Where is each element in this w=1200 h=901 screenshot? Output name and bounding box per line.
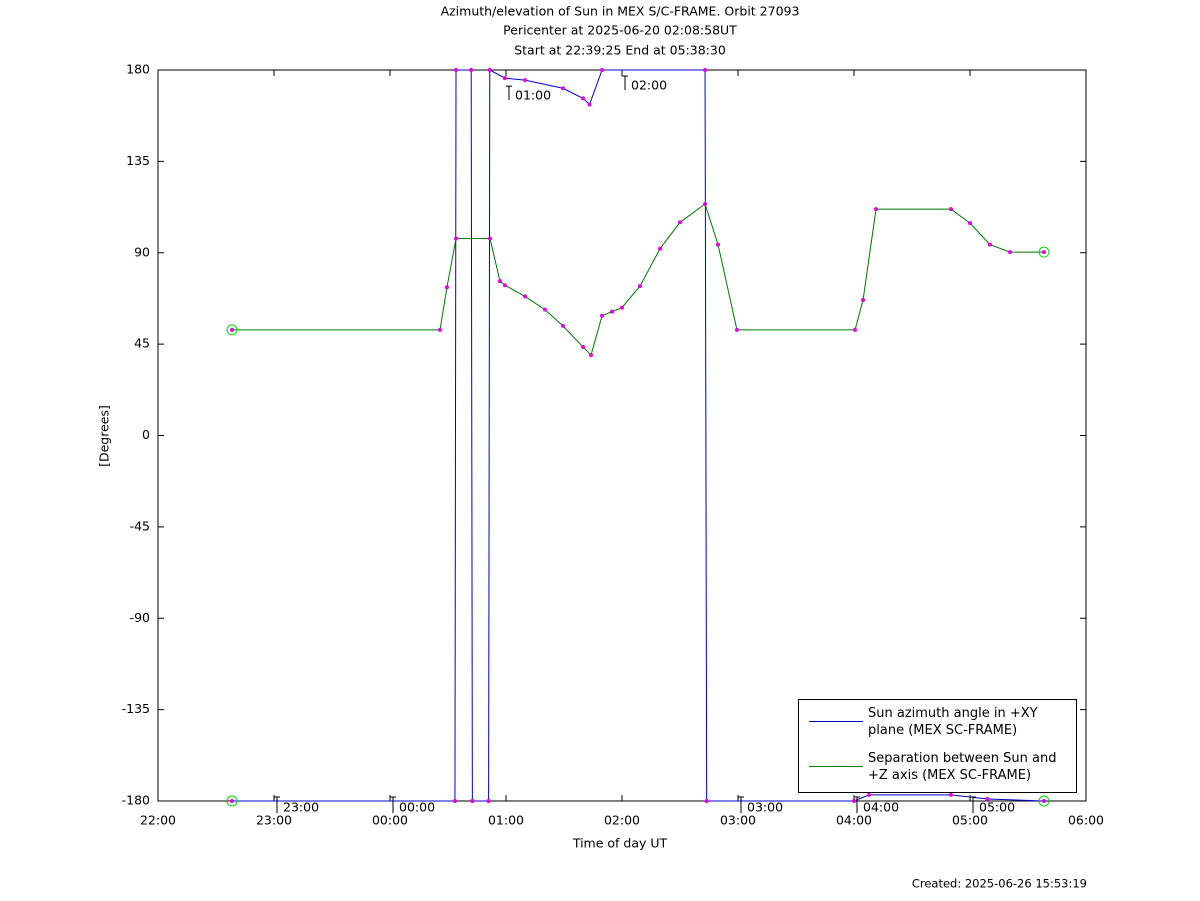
legend-swatch (809, 721, 863, 722)
legend: Sun azimuth angle in +XY plane (MEX SC-F… (798, 699, 1077, 793)
x-tick-label: 02:00 (604, 813, 640, 828)
x-tick-label: 04:00 (836, 813, 872, 828)
point-marker (620, 305, 624, 310)
point-marker (704, 799, 709, 803)
y-tick-label: 90 (134, 244, 150, 259)
point-marker (867, 792, 872, 797)
point-marker (542, 307, 547, 312)
point-marker (985, 796, 990, 801)
y-tick-label: 0 (142, 427, 150, 442)
point-marker (469, 68, 474, 72)
x-tick-label: 05:00 (952, 813, 988, 828)
y-axis-label: [Degrees] (97, 405, 112, 467)
point-marker (968, 221, 972, 226)
chart-subtitle: Start at 22:39:25 End at 05:38:30 (514, 43, 726, 58)
point-marker (486, 799, 491, 803)
annotation: 05:00 (979, 800, 1015, 815)
plot-frame (157, 69, 1087, 802)
y-tick-label: 180 (126, 62, 150, 77)
point-marker (874, 207, 879, 212)
point-marker (610, 309, 615, 314)
point-marker (658, 246, 663, 251)
y-tick-label: -90 (130, 610, 150, 625)
footer: Created: 2025-06-26 15:53:19 (912, 877, 1087, 891)
point-marker (1042, 250, 1047, 255)
endpoint-marker (226, 795, 238, 807)
point-marker (716, 242, 721, 247)
point-marker (987, 242, 992, 247)
annotation: 02:00 (631, 78, 667, 93)
point-marker (637, 284, 642, 289)
legend-swatch (809, 766, 863, 767)
y-tick-label: 135 (126, 153, 150, 168)
point-marker (454, 236, 459, 241)
endpoint-marker (1038, 795, 1050, 807)
point-marker (948, 207, 953, 212)
point-marker (502, 76, 507, 81)
legend-label: Separation between Sun and +Z axis (MEX … (868, 751, 1057, 783)
y-tick-label: -135 (122, 701, 150, 716)
series-line (232, 69, 1045, 802)
point-marker (1042, 799, 1047, 803)
point-marker (1008, 250, 1013, 255)
point-marker (852, 799, 856, 803)
point-marker (230, 327, 235, 332)
point-marker (703, 68, 708, 72)
point-marker (454, 68, 459, 72)
point-marker (487, 236, 492, 241)
x-tick-label: 00:00 (372, 813, 408, 828)
point-marker (437, 327, 442, 332)
endpoint-marker (226, 324, 238, 336)
annotation: 04:00 (863, 800, 899, 815)
x-tick-label: 23:00 (256, 813, 292, 828)
point-marker (853, 327, 858, 332)
point-marker (600, 313, 605, 318)
chart-title: Azimuth/elevation of Sun in MEX S/C-FRAM… (441, 4, 800, 19)
point-marker (470, 799, 475, 803)
point-marker (497, 279, 502, 284)
annotation: 23:00 (283, 800, 319, 815)
point-marker (734, 327, 739, 332)
point-marker (948, 792, 953, 797)
series-line (232, 203, 1045, 357)
point-marker (523, 294, 528, 299)
point-marker (230, 799, 235, 803)
legend-label: Sun azimuth angle in +XY plane (MEX SC-F… (868, 706, 1038, 738)
point-marker (861, 298, 866, 303)
point-marker (703, 202, 708, 207)
x-tick-label: 01:00 (488, 813, 524, 828)
point-marker (587, 102, 592, 107)
point-marker (600, 68, 605, 72)
x-tick-label: 06:00 (1068, 813, 1104, 828)
point-marker (502, 283, 507, 288)
point-marker (560, 323, 565, 328)
annotation: 03:00 (747, 800, 783, 815)
point-marker (523, 78, 528, 83)
y-tick-label: -180 (122, 793, 150, 808)
point-marker (589, 353, 594, 358)
endpoint-marker (1038, 246, 1050, 258)
x-axis-label: Time of day UT (572, 836, 668, 851)
point-marker (678, 220, 682, 225)
x-tick-label: 03:00 (720, 813, 756, 828)
point-marker (487, 68, 492, 72)
point-marker (581, 96, 586, 101)
point-marker (444, 285, 449, 290)
point-marker (452, 799, 457, 803)
y-tick-label: 45 (134, 336, 150, 351)
annotation: 01:00 (515, 88, 551, 103)
annotation: 00:00 (399, 800, 435, 815)
y-tick-label: -45 (130, 518, 150, 533)
point-marker (581, 344, 586, 349)
point-marker (560, 86, 565, 91)
chart-subtitle: Pericenter at 2025-06-20 02:08:58UT (503, 23, 737, 38)
x-tick-label: 22:00 (140, 813, 176, 828)
